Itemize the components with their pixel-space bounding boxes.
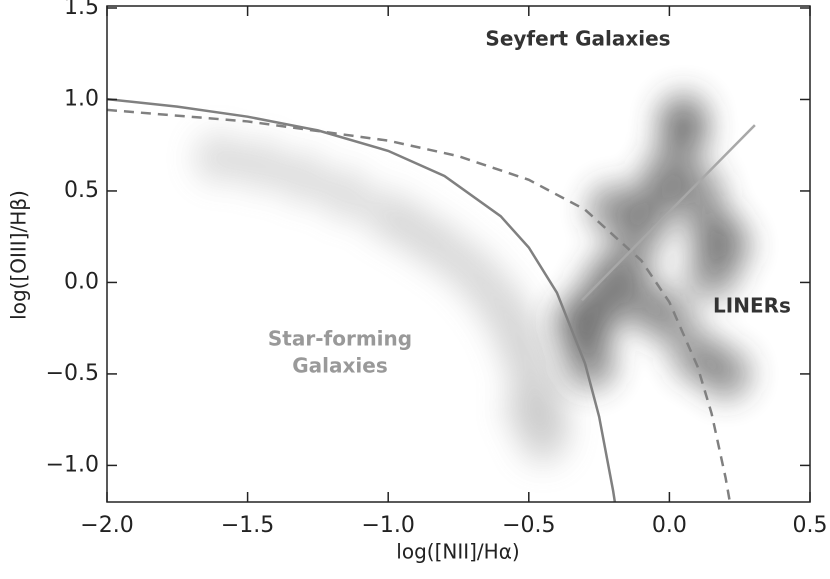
point — [564, 338, 617, 391]
annotation: Galaxies — [292, 354, 388, 378]
point — [193, 132, 246, 185]
x-tick-label: −0.5 — [502, 513, 555, 538]
point-cloud — [553, 91, 752, 400]
x-tick-label: −2.0 — [80, 513, 133, 538]
point — [235, 139, 288, 192]
y-tick-label: 0.0 — [64, 269, 99, 294]
y-axis-label: log([OIII]/Hβ) — [7, 190, 31, 320]
point — [502, 384, 555, 437]
plot-area — [107, 91, 756, 502]
x-tick-label: 0.5 — [793, 513, 828, 538]
point — [587, 183, 640, 236]
point — [699, 347, 752, 400]
curve — [581, 124, 756, 302]
y-tick-label: 0.5 — [64, 178, 99, 203]
curve — [107, 108, 732, 502]
y-tick-label: 1.0 — [64, 86, 99, 111]
y-tick-label: 1.5 — [64, 0, 99, 20]
point — [553, 293, 606, 346]
annotation: Seyfert Galaxies — [485, 27, 670, 51]
annotation: Star-forming — [268, 327, 412, 351]
point — [685, 247, 738, 300]
x-tick-label: −1.0 — [361, 513, 414, 538]
point-cloud — [193, 132, 572, 466]
y-tick-label: −1.0 — [46, 452, 99, 477]
plot-frame — [106, 5, 811, 503]
x-tick-label: −1.5 — [221, 513, 274, 538]
point — [277, 152, 330, 205]
x-axis-label: log([NII]/Hα) — [396, 540, 519, 564]
point — [320, 168, 373, 221]
point — [657, 91, 710, 144]
annotation: LINERs — [713, 294, 791, 318]
y-tick-label: −0.5 — [46, 361, 99, 386]
x-tick-label: 0.0 — [652, 513, 687, 538]
curve — [107, 97, 617, 502]
